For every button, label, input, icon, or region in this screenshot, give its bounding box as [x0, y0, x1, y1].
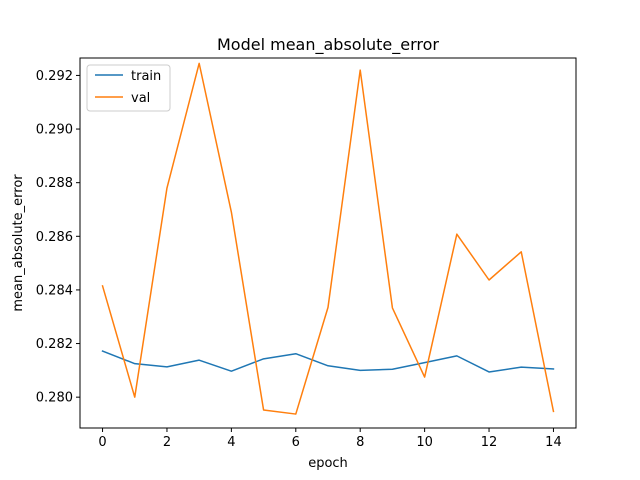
y-tick-label: 0.286: [36, 230, 73, 245]
x-tick-label: 10: [416, 435, 433, 450]
x-axis-title: epoch: [308, 456, 348, 471]
legend-label-train: train: [131, 69, 161, 84]
y-tick-label: 0.282: [36, 337, 73, 352]
legend-label-val: val: [131, 91, 150, 106]
plot-frame: [79, 57, 577, 429]
x-tick-label: 0: [98, 435, 106, 450]
y-tick-label: 0.290: [36, 123, 73, 138]
x-tick-label: 4: [227, 435, 235, 450]
legend-box: [86, 64, 171, 112]
x-axis: 0 2 4 6 8 10 12 14: [98, 428, 562, 450]
x-tick-label: 2: [163, 435, 171, 450]
y-tick-label: 0.284: [36, 283, 73, 298]
x-tick-label: 8: [356, 435, 364, 450]
y-tick-label: 0.292: [36, 69, 73, 84]
x-tick-label: 14: [545, 435, 562, 450]
legend: train val: [86, 64, 171, 112]
y-axis-title: mean_absolute_error: [11, 174, 26, 312]
y-tick-label: 0.288: [36, 176, 73, 191]
plot-lines: [101, 62, 555, 415]
x-tick-label: 6: [292, 435, 300, 450]
y-tick-label: 0.280: [36, 391, 73, 406]
y-axis: 0.280 0.282 0.284 0.286 0.288 0.290 0.292: [36, 69, 80, 406]
x-tick-label: 12: [481, 435, 498, 450]
chart-title: Model mean_absolute_error: [217, 35, 439, 55]
